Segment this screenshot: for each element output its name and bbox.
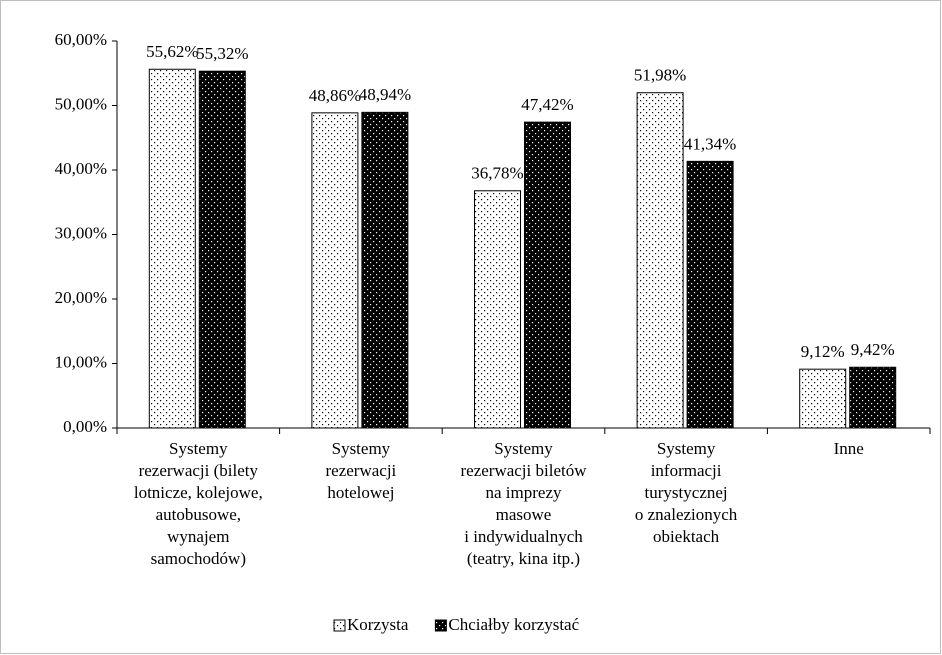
value-label: 48,86% [309, 86, 361, 105]
y-tick-label: 10,00% [55, 352, 107, 371]
x-tick-label: autobusowe, [156, 505, 241, 524]
legend-swatch [434, 619, 447, 632]
y-tick-label: 40,00% [55, 159, 107, 178]
x-tick-label: hotelowej [327, 483, 394, 502]
x-tick-label: Systemy [657, 439, 716, 458]
x-tick-label: na imprezy [486, 483, 562, 502]
x-tick-label: Systemy [169, 439, 228, 458]
x-tick-label: o znalezionych [635, 505, 738, 524]
value-label: 9,42% [851, 340, 895, 359]
bar [311, 112, 359, 429]
x-tick-label: rezerwacji (bilety [139, 461, 259, 480]
y-tick-label: 60,00% [55, 30, 107, 49]
bar [849, 366, 897, 429]
x-tick-label: Systemy [332, 439, 391, 458]
value-label: 51,98% [634, 66, 686, 85]
x-tick-label: masowe [496, 505, 552, 524]
legend-label: Chciałby korzystać [448, 615, 579, 634]
bar [524, 121, 571, 429]
bar [799, 368, 847, 429]
x-tick-label: rezerwacji biletów [460, 461, 587, 480]
bar [148, 68, 196, 429]
y-tick-label: 20,00% [55, 288, 107, 307]
value-label: 55,62% [146, 42, 198, 61]
value-label: 55,32% [196, 44, 248, 63]
x-tick-label: Systemy [494, 439, 553, 458]
y-tick-label: 50,00% [55, 94, 107, 113]
bar [474, 190, 521, 429]
x-tick-label: (teatry, kina itp.) [467, 549, 580, 568]
legend-label: Korzysta [347, 615, 409, 634]
value-label: 9,12% [801, 342, 845, 361]
x-tick-label: wynajem [167, 527, 229, 546]
value-label: 41,34% [684, 134, 736, 153]
legend-swatch [333, 619, 346, 632]
bar [686, 160, 734, 429]
value-label: 48,94% [359, 85, 411, 104]
x-tick-label: turystycznej [645, 483, 728, 502]
bar [198, 70, 246, 429]
bar [636, 92, 684, 429]
y-tick-label: 30,00% [55, 223, 107, 242]
x-tick-label: samochodów) [151, 549, 246, 568]
x-tick-label: obiektach [653, 527, 720, 546]
x-tick-label: lotnicze, kolejowe, [134, 483, 263, 502]
bar [361, 111, 409, 429]
x-tick-label: informacji [651, 461, 722, 480]
value-label: 36,78% [471, 164, 523, 183]
value-label: 47,42% [521, 95, 573, 114]
x-tick-label: rezerwacji [326, 461, 397, 480]
x-tick-label: Inne [834, 439, 864, 458]
x-tick-label: i indywidualnych [464, 527, 583, 546]
y-tick-label: 0,00% [63, 417, 107, 436]
